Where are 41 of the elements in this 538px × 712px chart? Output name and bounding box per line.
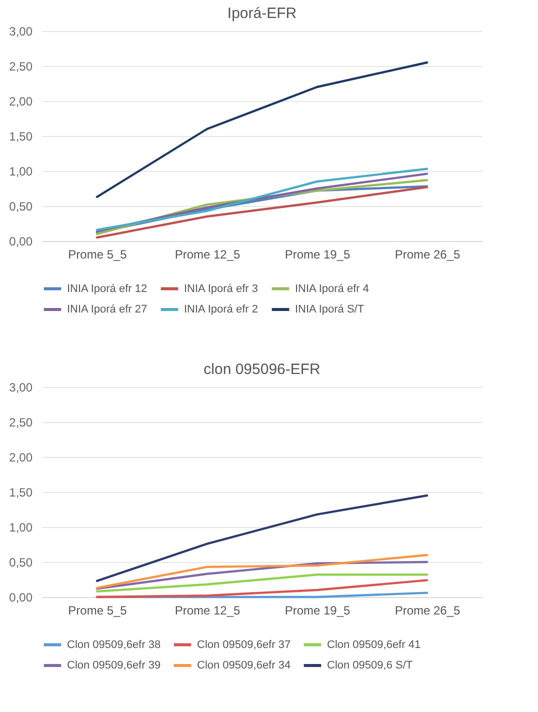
- y-tick-label: 0,00: [9, 590, 33, 604]
- y-tick-label: 2,00: [9, 450, 33, 464]
- chart-title: Iporá-EFR: [227, 5, 297, 22]
- x-tick-label: Prome 26_5: [394, 248, 461, 262]
- legend-label: Clon 09509,6 S/T: [327, 660, 413, 672]
- legend-label: Clon 09509,6efr 38: [67, 638, 161, 651]
- y-tick-label: 2,50: [9, 416, 33, 430]
- y-tick-label: 0,50: [9, 556, 33, 570]
- y-tick-label: 1,50: [9, 130, 33, 144]
- x-tick-label: Prome 26_5: [394, 604, 461, 618]
- legend-label: INIA Iporá efr 3: [184, 282, 258, 295]
- line-series: [96, 494, 428, 582]
- y-tick-label: 0,00: [9, 234, 33, 248]
- legend-label: INIA Iporá efr 4: [295, 282, 369, 295]
- legend-label: Clon 09509,6efr 41: [327, 638, 421, 651]
- x-tick-label: Prome 12_5: [174, 604, 241, 618]
- line-series: [96, 560, 428, 590]
- legend-label: INIA Iporá S/T: [295, 304, 364, 316]
- x-tick-label: Prome 19_5: [284, 248, 351, 262]
- line-series: [96, 579, 428, 598]
- y-tick-label: 0,50: [9, 200, 33, 214]
- legend-label: INIA Iporá efr 27: [67, 304, 148, 316]
- y-tick-label: 1,00: [9, 520, 33, 534]
- x-tick-label: Prome 5_5: [68, 604, 128, 618]
- x-tick-label: Prome 12_5: [174, 248, 241, 262]
- y-tick-label: 1,50: [9, 486, 33, 500]
- legend-label: Clon 09509,6efr 34: [197, 660, 291, 672]
- y-tick-label: 2,00: [9, 94, 33, 108]
- y-tick-label: 3,00: [9, 24, 33, 38]
- legend-label: INIA Iporá efr 2: [184, 304, 258, 316]
- legend-label: Clon 09509,6efr 37: [197, 638, 291, 651]
- y-tick-label: 2,50: [9, 60, 33, 74]
- line-series: [96, 554, 428, 589]
- y-tick-label: 1,00: [9, 164, 33, 178]
- x-tick-label: Prome 5_5: [68, 248, 128, 262]
- x-tick-label: Prome 19_5: [284, 604, 351, 618]
- line-series: [96, 61, 428, 198]
- y-tick-label: 3,00: [9, 380, 33, 394]
- legend-label: INIA Iporá efr 12: [67, 282, 148, 295]
- chart-title: clon 095096-EFR: [204, 361, 321, 378]
- legend-label: Clon 09509,6efr 39: [67, 660, 161, 672]
